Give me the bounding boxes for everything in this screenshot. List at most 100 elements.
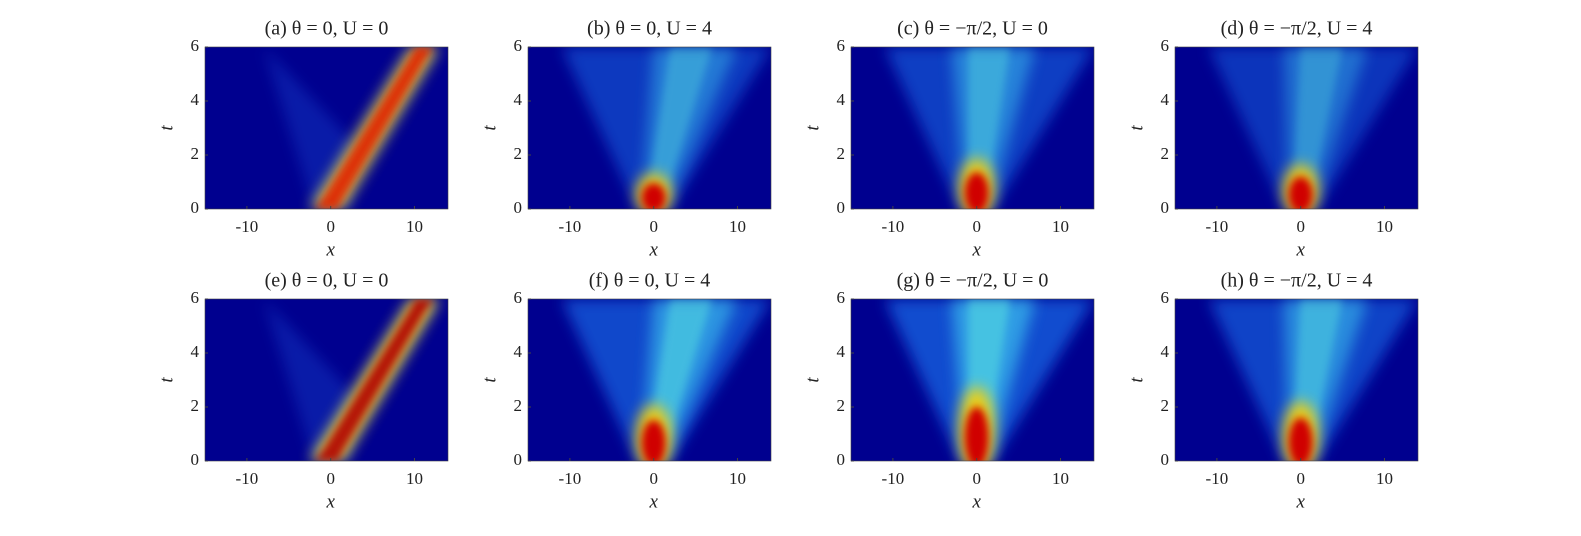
x-tick-label: 10 — [406, 217, 423, 236]
axes-box — [850, 46, 1095, 210]
y-tick-label: 6 — [1161, 288, 1170, 307]
panel-title: (e) θ = 0, U = 0 — [265, 270, 389, 292]
y-tick-label: 2 — [1161, 144, 1170, 163]
y-tick-label: 6 — [514, 288, 523, 307]
x-tick-label: -10 — [236, 217, 259, 236]
panel-title: (b) θ = 0, U = 4 — [587, 18, 712, 40]
y-axis-label: t — [479, 125, 500, 131]
y-tick-label: 2 — [514, 144, 523, 163]
x-axis-label: x — [325, 491, 335, 512]
axes-box — [1174, 298, 1419, 462]
x-tick-label: 0 — [649, 217, 658, 236]
y-tick-label: 0 — [1161, 198, 1170, 217]
heatmap-field — [263, 299, 356, 461]
y-tick-label: 2 — [191, 396, 200, 415]
x-tick-label: 10 — [729, 217, 746, 236]
x-tick-label: -10 — [1206, 469, 1229, 488]
y-tick-label: 4 — [1161, 342, 1170, 361]
x-tick-label: 10 — [1376, 469, 1393, 488]
x-axis-label: x — [1295, 239, 1305, 260]
panel-title: (a) θ = 0, U = 0 — [265, 18, 389, 40]
x-tick-label: -10 — [1206, 217, 1229, 236]
x-tick-label: -10 — [559, 217, 582, 236]
y-tick-label: 4 — [191, 90, 200, 109]
x-tick-label: 0 — [1296, 469, 1305, 488]
y-tick-label: 0 — [191, 198, 200, 217]
y-tick-label: 0 — [1161, 450, 1170, 469]
y-tick-label: 6 — [1161, 36, 1170, 55]
y-tick-label: 2 — [514, 396, 523, 415]
heatmap-field — [315, 299, 433, 461]
panel-title: (d) θ = −π/2, U = 4 — [1221, 18, 1373, 40]
x-axis-label: x — [648, 239, 658, 260]
axes-box — [850, 298, 1095, 462]
y-tick-label: 4 — [514, 342, 523, 361]
heatmap-field — [641, 419, 666, 461]
axes-box — [204, 46, 449, 210]
heatmap — [851, 299, 1094, 461]
y-axis-label: t — [1126, 377, 1147, 383]
y-tick-label: 6 — [191, 288, 200, 307]
y-tick-label: 0 — [837, 450, 846, 469]
x-axis-label: x — [648, 491, 658, 512]
x-tick-label: 0 — [326, 469, 335, 488]
y-tick-label: 4 — [191, 342, 200, 361]
x-tick-label: 10 — [406, 469, 423, 488]
panel-title: (g) θ = −π/2, U = 0 — [897, 270, 1049, 292]
heatmap-field — [1288, 176, 1313, 209]
x-axis-label: x — [971, 239, 981, 260]
x-tick-label: 0 — [972, 217, 981, 236]
y-axis-label: t — [802, 377, 823, 383]
y-tick-label: 4 — [837, 342, 846, 361]
panel: -10 0 10 0 2 4 6 (d) θ = −π/2, U = 4 x t — [1126, 18, 1419, 260]
x-tick-label: 10 — [729, 469, 746, 488]
panel: -10 0 10 0 2 4 6 (g) θ = −π/2, U = 0 x t — [802, 270, 1095, 512]
axes-box — [204, 298, 449, 462]
y-tick-label: 2 — [191, 144, 200, 163]
y-axis-label: t — [156, 125, 177, 131]
x-axis-label: x — [325, 239, 335, 260]
x-tick-label: -10 — [882, 217, 905, 236]
y-axis-label: t — [802, 125, 823, 131]
x-tick-label: 0 — [1296, 217, 1305, 236]
heatmap — [528, 47, 771, 209]
x-tick-label: -10 — [882, 469, 905, 488]
y-tick-label: 4 — [837, 90, 846, 109]
y-tick-label: 6 — [837, 36, 846, 55]
x-tick-label: 10 — [1052, 217, 1069, 236]
heatmap — [1175, 299, 1418, 461]
y-axis-label: t — [156, 377, 177, 383]
y-tick-label: 2 — [837, 144, 846, 163]
axes-box — [1174, 46, 1419, 210]
heatmap-field — [263, 47, 356, 209]
x-axis-label: x — [1295, 491, 1305, 512]
axes-box — [527, 298, 772, 462]
x-tick-label: 10 — [1376, 217, 1393, 236]
axes-box — [527, 46, 772, 210]
y-axis-label: t — [479, 377, 500, 383]
heatmap — [205, 299, 448, 461]
heatmap-field — [1288, 417, 1313, 461]
y-tick-label: 6 — [514, 36, 523, 55]
x-tick-label: -10 — [236, 469, 259, 488]
panel-title: (h) θ = −π/2, U = 4 — [1221, 270, 1373, 292]
heatmap — [1175, 47, 1418, 209]
panel: -10 0 10 0 2 4 6 (a) θ = 0, U = 0 x t — [156, 18, 449, 260]
y-tick-label: 2 — [1161, 396, 1170, 415]
heatmap-field — [315, 47, 433, 209]
panel: -10 0 10 0 2 4 6 (b) θ = 0, U = 4 x t — [479, 18, 772, 260]
panel: -10 0 10 0 2 4 6 (h) θ = −π/2, U = 4 x t — [1126, 270, 1419, 512]
y-tick-label: 4 — [514, 90, 523, 109]
y-tick-label: 0 — [191, 450, 200, 469]
x-tick-label: -10 — [559, 469, 582, 488]
heatmap — [205, 47, 448, 209]
y-tick-label: 0 — [514, 198, 523, 217]
y-tick-label: 6 — [837, 288, 846, 307]
y-axis-label: t — [1126, 125, 1147, 131]
y-tick-label: 6 — [191, 36, 200, 55]
heatmap-field — [641, 183, 666, 209]
y-tick-label: 4 — [1161, 90, 1170, 109]
panel-title: (f) θ = 0, U = 4 — [589, 270, 711, 292]
panel: -10 0 10 0 2 4 6 (c) θ = −π/2, U = 0 x t — [802, 18, 1095, 260]
